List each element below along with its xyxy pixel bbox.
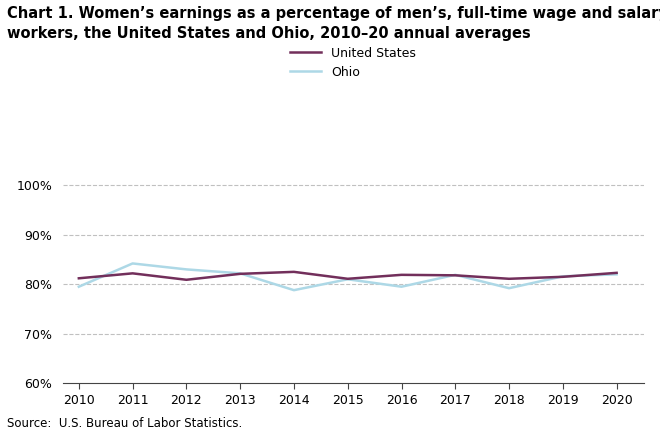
Text: workers, the United States and Ohio, 2010–20 annual averages: workers, the United States and Ohio, 201… <box>7 26 531 41</box>
Text: Source:  U.S. Bureau of Labor Statistics.: Source: U.S. Bureau of Labor Statistics. <box>7 417 242 430</box>
Text: Chart 1. Women’s earnings as a percentage of men’s, full-time wage and salary: Chart 1. Women’s earnings as a percentag… <box>7 6 660 22</box>
Legend: United States, Ohio: United States, Ohio <box>290 46 416 79</box>
